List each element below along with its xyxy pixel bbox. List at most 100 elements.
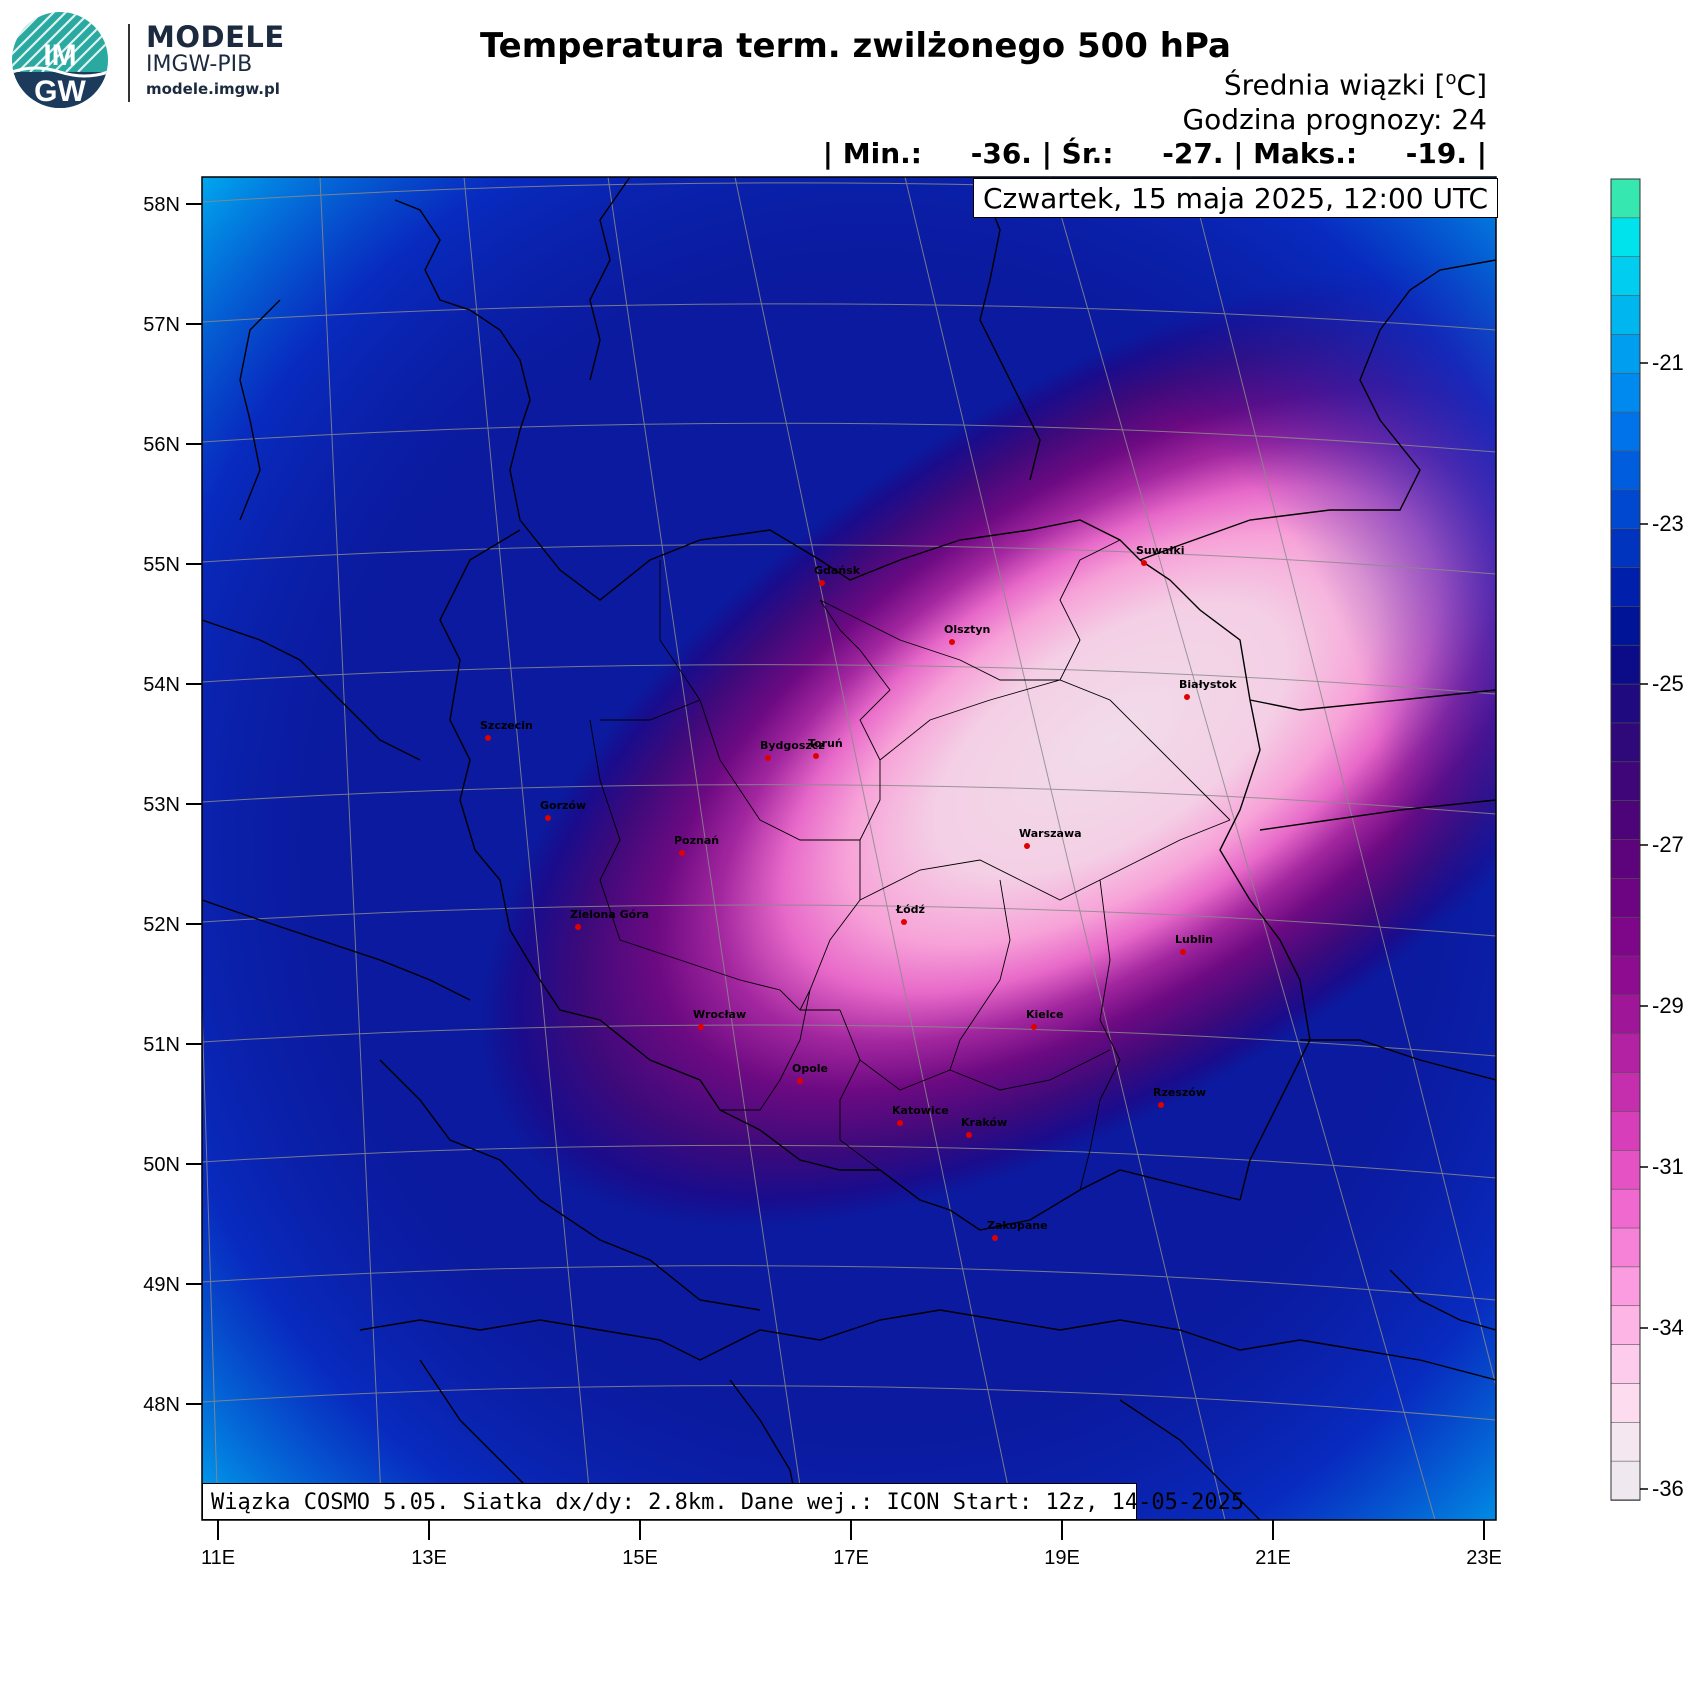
colorbar-swatch: [1610, 334, 1641, 375]
lon-tick-label: 13E: [411, 1547, 447, 1569]
city-dot: [575, 924, 581, 930]
lat-tick-label: 48N: [143, 1394, 180, 1416]
lon-tick-label: 17E: [833, 1547, 869, 1569]
map-field: [202, 177, 1496, 1520]
colorbar-swatch: [1610, 1033, 1641, 1074]
imgw-logo-icon: IM GW: [12, 12, 108, 108]
lat-tick-label: 57N: [143, 314, 180, 336]
colorbar-swatch: [1610, 1188, 1641, 1229]
borders: [202, 177, 1496, 1520]
city-dot: [897, 1120, 903, 1126]
colorbar-swatch: [1610, 1150, 1641, 1190]
colorbar-swatch: [1610, 1266, 1641, 1307]
city-label: Warszawa: [1019, 827, 1082, 840]
lat-tick-label: 53N: [143, 794, 180, 816]
city-dot: [679, 850, 685, 856]
units-prefix: Średnia wiązki [: [1223, 68, 1446, 102]
city-dot: [698, 1024, 704, 1030]
colorbar-label: -21: [1652, 350, 1684, 375]
city-label: Suwałki: [1136, 544, 1185, 557]
colorbar-swatch: [1610, 644, 1641, 685]
lat-tick-label: 55N: [143, 554, 180, 576]
city-dot: [485, 735, 491, 741]
colorbar-label: -31: [1652, 1154, 1684, 1179]
city-dot: [1184, 694, 1190, 700]
units-label: Średnia wiązki [oC]: [1224, 68, 1487, 101]
colorbar-swatch: [1610, 955, 1641, 996]
colorbar-swatch: [1610, 1305, 1641, 1346]
colorbar-swatch: [1610, 916, 1641, 957]
city-dot: [1180, 949, 1186, 955]
colorbar-label: -36: [1652, 1476, 1684, 1501]
lat-tick-label: 51N: [143, 1034, 180, 1056]
colorbar-swatch: [1610, 567, 1641, 608]
colorbar-swatch: [1610, 489, 1641, 530]
brand-subtitle: IMGW-PIB: [146, 52, 253, 77]
colorbar-swatch: [1610, 1383, 1641, 1424]
colorbar-swatch: [1610, 606, 1641, 647]
lat-tick-label: 54N: [143, 674, 180, 696]
city-dot: [813, 753, 819, 759]
city-label: Opole: [792, 1062, 828, 1075]
lat-tick-label: 58N: [143, 194, 180, 216]
colorbar-swatch: [1610, 178, 1641, 219]
cities-layer: Gdańsk Suwałki Olsztyn Białystok Szczecin Byd…: [480, 544, 1237, 1241]
colorbar-swatch: [1610, 256, 1641, 297]
colorbar-swatch: [1610, 217, 1641, 258]
city-label: Kielce: [1026, 1008, 1064, 1021]
colorbar-swatch: [1610, 722, 1641, 763]
colorbar-swatch: [1610, 1460, 1641, 1501]
city-dot: [966, 1132, 972, 1138]
lat-tick-label: 50N: [143, 1154, 180, 1176]
city-dot: [1141, 560, 1147, 566]
city-label: Białystok: [1179, 678, 1237, 691]
forecast-hour: Godzina prognozy: 24: [1182, 103, 1487, 136]
city-dot: [949, 639, 955, 645]
lon-tick-label: 23E: [1466, 1547, 1502, 1569]
logo-text-top: IM: [43, 39, 76, 72]
city-dot: [765, 755, 771, 761]
colorbar-swatch: [1610, 528, 1641, 569]
colorbar-swatch: [1610, 295, 1641, 336]
city-label: Poznań: [674, 834, 719, 847]
admin-borders: [589, 539, 1231, 1191]
lat-tick-label: 52N: [143, 914, 180, 936]
city-label: Szczecin: [480, 719, 533, 732]
lat-axis: 58N 57N 56N 55N 54N 53N 52N 51N 50N 49N 48N: [143, 194, 202, 1416]
city-label: Łódź: [895, 903, 925, 916]
lon-tick-label: 11E: [201, 1547, 235, 1569]
lon-tick-label: 21E: [1255, 1547, 1291, 1569]
city-label: Gorzów: [540, 799, 586, 812]
colorbar-swatch: [1610, 411, 1641, 452]
brand-title: MODELE: [146, 20, 285, 54]
city-label: Bydgoszcz: [760, 739, 825, 752]
imgw-logo: IM GW MODELE IMGW-PIB modele.imgw.pl: [10, 10, 310, 110]
colorbar-swatch: [1610, 683, 1641, 724]
lat-tick-label: 49N: [143, 1274, 180, 1296]
colorbar-label: -34: [1652, 1315, 1684, 1340]
colorbar-label: -29: [1652, 993, 1684, 1018]
logo-divider: [128, 24, 130, 102]
logo-text-bottom: GW: [34, 75, 86, 108]
city-label: Zakopane: [987, 1219, 1048, 1232]
lat-tick-label: 56N: [143, 434, 180, 456]
city-label: Olsztyn: [944, 623, 990, 636]
lon-tick-label: 19E: [1044, 1547, 1080, 1569]
colorbar-swatch: [1610, 839, 1641, 880]
city-dot: [797, 1078, 803, 1084]
colorbar-swatch: [1610, 1421, 1641, 1462]
colorbar-swatch: [1610, 1227, 1641, 1268]
colorbar-swatch: [1610, 1344, 1641, 1385]
colorbar-swatch: [1610, 994, 1641, 1035]
city-label: Kraków: [961, 1116, 1007, 1129]
city-dot: [901, 919, 907, 925]
colorbar-swatch: [1610, 450, 1641, 491]
units-unit: C: [1456, 68, 1477, 102]
field-stats: | Min.: -36. | Śr.: -27. | Maks.: -19. |: [822, 137, 1487, 170]
city-label: Lublin: [1175, 933, 1213, 946]
lon-tick-label: 15E: [622, 1547, 658, 1569]
city-label: Zielona Góra: [570, 908, 649, 921]
colorbar-label: -23: [1652, 511, 1684, 536]
city-dot: [545, 815, 551, 821]
